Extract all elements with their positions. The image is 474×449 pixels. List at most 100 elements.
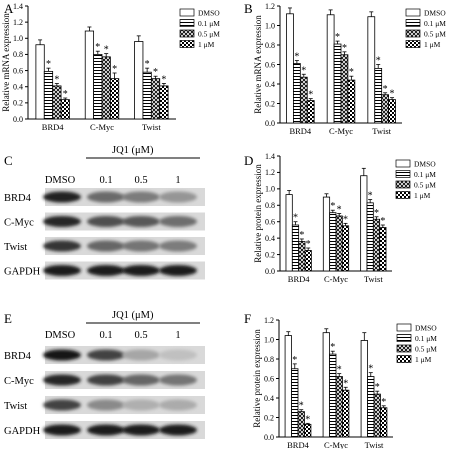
blot-band	[43, 349, 81, 361]
blot-band	[159, 349, 197, 361]
bar	[293, 63, 301, 124]
x-tick-label: C-Myc	[90, 122, 114, 132]
blot-band	[87, 240, 125, 252]
legend-swatch	[179, 40, 195, 48]
legend-label: 0.1 μM	[424, 19, 446, 28]
significance-star: *	[337, 365, 342, 376]
significance-star: *	[349, 67, 354, 78]
western-blot-e: JQ1 (μM) DMSO 0.1 0.5 1 BRD4 C-Myc Twist GAPDH	[4, 310, 205, 439]
significance-star: *	[306, 239, 311, 250]
blot-band	[122, 374, 160, 386]
drug-header: JQ1 (μM)	[112, 310, 154, 321]
significance-star: *	[292, 355, 297, 366]
y-tick-label: 0.4	[265, 80, 275, 89]
bar	[304, 423, 312, 438]
lane-label: 0.5	[134, 330, 147, 341]
y-tick-label: 0.8	[265, 201, 275, 210]
y-tick-label: 0.4	[265, 234, 275, 243]
drug-header: JQ1 (μM)	[112, 145, 154, 156]
bar	[388, 99, 396, 124]
significance-star: *	[380, 216, 385, 227]
bar	[297, 411, 305, 438]
legend-label: 0.5 μM	[414, 181, 436, 190]
lane-label: 0.1	[99, 330, 112, 341]
bar	[373, 393, 381, 438]
y-tick-label: 0.0	[264, 433, 274, 442]
band-label: GAPDH	[4, 426, 41, 437]
bar	[367, 376, 375, 438]
y-tick-label: 0.6	[264, 374, 274, 383]
legend-label: 1 μM	[198, 40, 215, 49]
legend-swatch	[405, 19, 421, 27]
lane-label: DMSO	[45, 330, 76, 341]
significance-star: *	[294, 52, 299, 63]
x-tick-label: C-Myc	[324, 440, 348, 449]
significance-star: *	[104, 45, 109, 56]
blot-band	[159, 374, 197, 386]
bar	[286, 13, 294, 124]
y-axis-label: Relative mRNA expression	[1, 13, 11, 112]
significance-star: *	[46, 59, 51, 70]
x-tick-label: C-Myc	[324, 274, 348, 284]
significance-star: *	[299, 230, 304, 241]
legend-label: 0.1 μM	[415, 334, 437, 343]
y-tick-label: 0.2	[264, 413, 274, 422]
blot-band	[43, 191, 81, 203]
blot-band	[159, 191, 197, 203]
bar	[35, 44, 45, 120]
bar	[52, 85, 62, 120]
bar	[360, 175, 368, 272]
bar	[142, 71, 152, 120]
bar	[326, 14, 335, 124]
x-tick-label: Twist	[364, 274, 383, 284]
y-tick-label: 0.6	[13, 66, 23, 75]
bar	[304, 250, 312, 272]
significance-star: *	[375, 382, 380, 393]
legend-swatch	[396, 344, 412, 353]
blot-band	[43, 424, 81, 436]
y-tick-label: 1.2	[265, 168, 275, 177]
blot-band	[159, 265, 197, 276]
bar	[43, 70, 54, 120]
significance-star: *	[374, 208, 379, 219]
legend-label: DMSO	[198, 9, 220, 18]
blot-band	[122, 399, 160, 411]
significance-star: *	[368, 364, 373, 375]
blot-band	[87, 399, 125, 411]
legend-swatch	[396, 334, 412, 342]
y-tick-label: 0.0	[13, 115, 23, 124]
y-tick-label: 0.4	[13, 83, 23, 92]
panel-letter-f: F	[244, 311, 251, 326]
bar	[322, 332, 330, 438]
y-tick-label: 1.2	[265, 2, 275, 11]
legend-swatch	[405, 29, 421, 38]
y-axis-label: Relative protein expression	[253, 164, 263, 263]
panel-letter-d: D	[244, 153, 253, 168]
blot-band	[87, 424, 125, 436]
band-label: C-Myc	[4, 218, 34, 229]
x-tick-label: BRD4	[42, 122, 64, 132]
y-tick-label: 1.0	[13, 34, 23, 43]
blot-band	[122, 240, 160, 252]
x-tick-label: BRD4	[289, 126, 311, 136]
legend-label: 0.5 μM	[198, 30, 220, 39]
panel-letter-e: E	[4, 311, 12, 326]
y-tick-label: 0.0	[265, 267, 275, 276]
legend-swatch	[395, 180, 411, 189]
bar	[284, 335, 292, 438]
significance-star: *	[301, 65, 306, 76]
x-tick-label: BRD4	[287, 440, 309, 449]
legend-label: 1 μM	[415, 355, 432, 364]
significance-star: *	[63, 89, 68, 100]
panel-letter-c: C	[4, 153, 13, 168]
bar	[291, 224, 300, 272]
significance-star: *	[383, 84, 388, 95]
blot-band	[122, 424, 160, 436]
legend-swatch	[396, 355, 412, 363]
y-tick-label: 0.8	[265, 41, 275, 50]
legend-label: 0.1 μM	[198, 19, 220, 28]
legend-label: 0.1 μM	[414, 170, 436, 179]
legend-swatch	[179, 29, 195, 38]
significance-star: *	[95, 42, 100, 53]
